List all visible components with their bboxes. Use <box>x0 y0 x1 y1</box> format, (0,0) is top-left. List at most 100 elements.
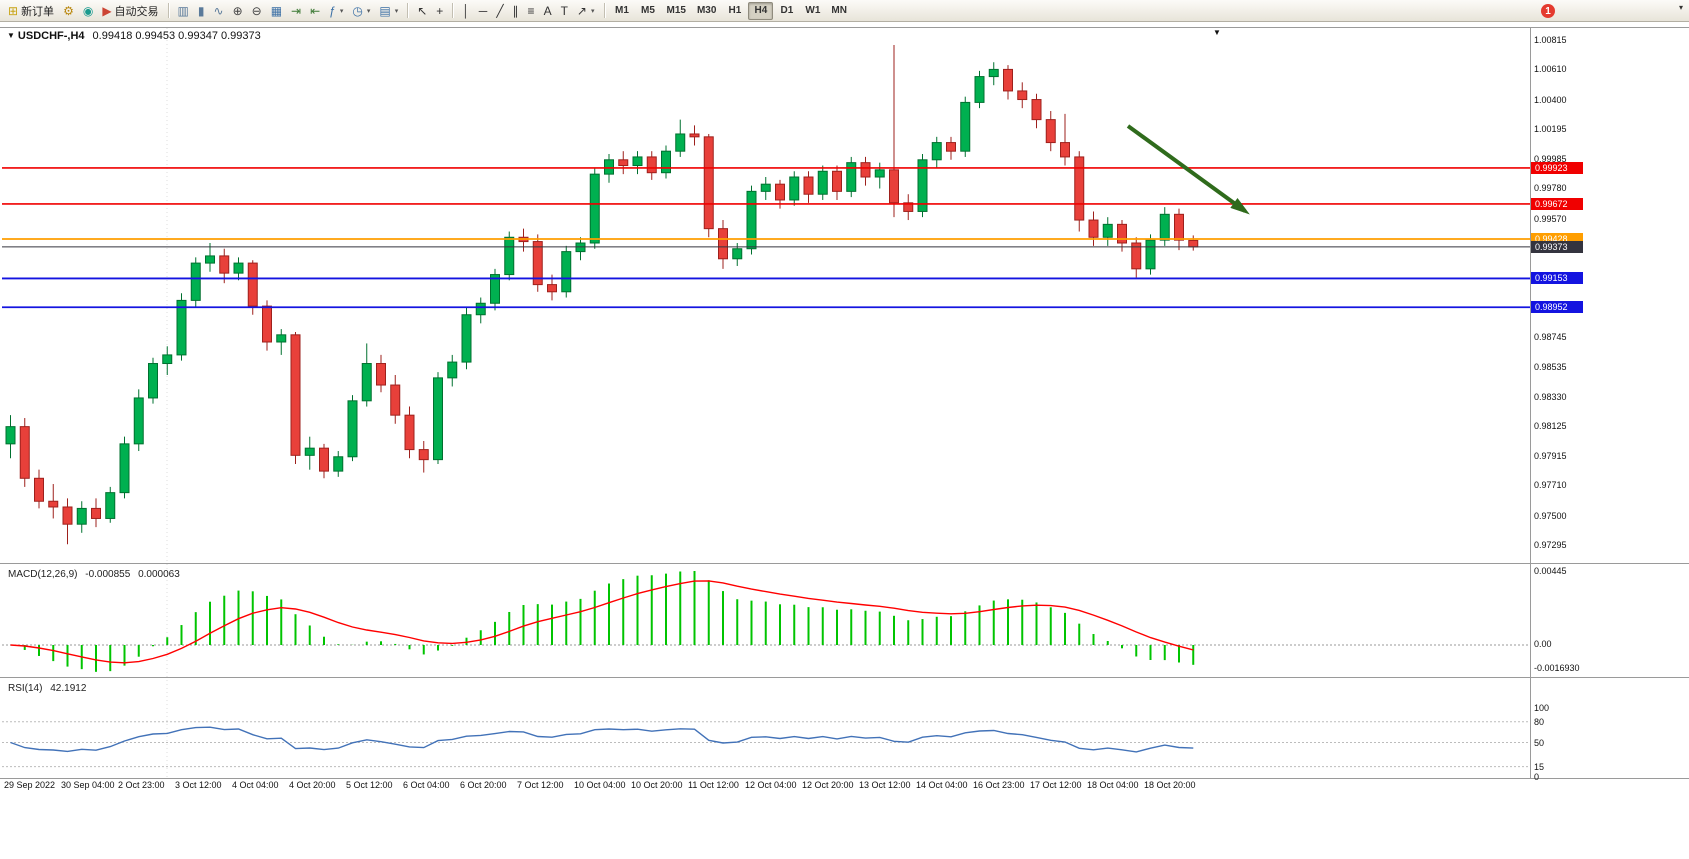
arrows-button[interactable]: ↗ ▾ <box>573 1 599 20</box>
channel-icon: ∥ <box>512 3 519 18</box>
timeframe-mn[interactable]: MN <box>826 2 852 20</box>
time-axis-label: 3 Oct 12:00 <box>175 780 222 790</box>
arrows-icon: ↗ <box>576 3 587 18</box>
timeframe-h1[interactable]: H1 <box>722 2 747 20</box>
macd-name: MACD(12,26,9) <box>8 569 78 580</box>
price-axis-label: 0.98125 <box>1534 420 1567 431</box>
fibonacci-icon: ≡ <box>527 3 535 18</box>
rsi-axis-label: 80 <box>1534 716 1545 727</box>
new-order-icon: ⊞ <box>8 3 19 18</box>
zoom-in-button[interactable]: ⊕ <box>229 1 247 20</box>
price-axis-label: 0.99985 <box>1534 154 1567 165</box>
rsi-indicator-label: RSI(14) 42.1912 <box>8 683 86 694</box>
new-order-button-label: 新订单 <box>21 5 55 18</box>
cursor-icon: ↖ <box>417 3 428 18</box>
macd-panel <box>2 571 1530 672</box>
new-order-button[interactable]: ⊞ 新订单 <box>4 1 58 20</box>
zoom-out-icon: ⊖ <box>251 3 262 18</box>
toolbar-separator <box>603 3 605 18</box>
time-axis-label: 4 Oct 04:00 <box>232 780 279 790</box>
time-axis-label: 30 Sep 04:00 <box>61 780 115 790</box>
timeframe-h4[interactable]: H4 <box>748 1 774 20</box>
chart-header: ▼ USDCHF-,H4 0.99418 0.99453 0.99347 0.993… <box>7 30 261 42</box>
price-axis-label: 0.97915 <box>1534 451 1567 462</box>
market-watch-button[interactable]: ◉ <box>79 1 97 20</box>
periods-button[interactable]: ◷ ▾ <box>348 1 374 20</box>
channel-button[interactable]: ∥ <box>509 1 523 20</box>
macd-indicator-label: MACD(12,26,9) -0.000855 0.000063 <box>8 569 180 580</box>
price-axis-label: 0.99780 <box>1534 183 1567 194</box>
horizontal-line-objects[interactable] <box>2 167 1530 309</box>
macd-value-main: -0.000855 <box>85 569 131 580</box>
macd-value-signal: 0.000063 <box>138 569 180 580</box>
time-axis-label: 6 Oct 04:00 <box>403 780 450 790</box>
toolbar-separator <box>167 3 169 18</box>
price-tag[interactable]: 0.99373 <box>1531 240 1583 253</box>
timeframe-d1[interactable]: D1 <box>774 2 799 20</box>
chart-shift-button[interactable]: ⇤ <box>306 1 324 20</box>
chevron-down-icon: ▾ <box>590 7 595 15</box>
price-tag[interactable]: 0.98952 <box>1531 301 1583 314</box>
scripts-button[interactable]: ⚙ <box>59 1 78 20</box>
line-chart-button[interactable]: ∿ <box>210 1 228 20</box>
auto-trading-button[interactable]: ▶ 自动交易 <box>98 1 162 20</box>
timeframe-m1[interactable]: M1 <box>610 2 635 20</box>
scripts-icon: ⚙ <box>63 3 74 18</box>
trendline-icon: ╱ <box>496 3 504 18</box>
time-axis-label: 4 Oct 20:00 <box>289 780 336 790</box>
text-button[interactable]: A <box>540 1 556 20</box>
vertical-line-button[interactable]: │ <box>458 1 474 20</box>
price-tag[interactable]: 0.99923 <box>1531 161 1583 174</box>
timeframe-m15[interactable]: M15 <box>662 2 691 20</box>
time-axis-label: 18 Oct 20:00 <box>1144 780 1196 790</box>
horizontal-line-button[interactable]: ─ <box>475 1 492 20</box>
timeframe-m30[interactable]: M30 <box>692 2 721 20</box>
panel-borders <box>0 27 1689 779</box>
cursor-button[interactable]: ↖ <box>413 1 431 20</box>
auto-scroll-icon: ⇥ <box>291 3 302 18</box>
crosshair-button[interactable]: + <box>432 1 447 20</box>
trend-arrow[interactable] <box>1126 124 1250 215</box>
chart-shift-icon: ⇤ <box>310 3 321 18</box>
time-axis-label: 13 Oct 12:00 <box>859 780 911 790</box>
trendline-button[interactable]: ╱ <box>492 1 507 20</box>
templates-button[interactable]: ▤ ▾ <box>375 1 402 20</box>
time-axis-label: 12 Oct 04:00 <box>745 780 797 790</box>
bar-chart-button[interactable]: ▥ <box>174 1 193 20</box>
rsi-panel <box>2 721 1530 768</box>
indicators-button[interactable]: ƒ ▾ <box>325 1 347 20</box>
text-icon: A <box>543 3 552 18</box>
candlestick-chart-button[interactable]: ▮ <box>194 1 209 20</box>
fibonacci-button[interactable]: ≡ <box>524 1 539 20</box>
toolbar-overflow-icon[interactable]: ▾ <box>1679 3 1684 12</box>
time-axis-label: 10 Oct 04:00 <box>574 780 626 790</box>
collapse-toggle-icon[interactable]: ▼ <box>7 31 15 40</box>
zoom-out-button[interactable]: ⊖ <box>248 1 266 20</box>
symbol-timeframe-label: USDCHF-,H4 <box>17 30 85 42</box>
tile-windows-button[interactable]: ▦ <box>267 1 286 20</box>
time-axis-label: 11 Oct 12:00 <box>688 780 739 790</box>
rsi-axis-label: 0 <box>1534 772 1540 782</box>
timeframe-w1[interactable]: W1 <box>800 2 825 20</box>
timeframe-m5[interactable]: M5 <box>636 2 661 20</box>
bar-chart-icon: ▥ <box>177 3 189 18</box>
price-tag[interactable]: 0.99672 <box>1531 197 1583 210</box>
price-tag[interactable]: 0.99153 <box>1531 272 1583 285</box>
price-axis-label: 0.98745 <box>1534 331 1567 342</box>
rsi-value: 42.1912 <box>50 683 87 694</box>
chart-shift-marker-icon[interactable]: ▼ <box>1213 28 1221 37</box>
auto-trading-button-label: 自动交易 <box>114 5 159 18</box>
price-axis-label: 1.00610 <box>1534 64 1567 75</box>
text-label-button[interactable]: T <box>557 1 572 20</box>
chevron-down-icon: ▾ <box>394 7 399 15</box>
time-axis-label: 17 Oct 12:00 <box>1030 780 1082 790</box>
toolbar-separator <box>452 3 454 18</box>
notification-badge[interactable]: 1 <box>1541 4 1555 18</box>
price-axis-label: 0.97500 <box>1534 510 1567 521</box>
line-chart-icon: ∿ <box>213 3 224 18</box>
candles-layer <box>5 45 1199 545</box>
auto-scroll-button[interactable]: ⇥ <box>287 1 305 20</box>
rsi-axis-label: 50 <box>1534 737 1545 748</box>
